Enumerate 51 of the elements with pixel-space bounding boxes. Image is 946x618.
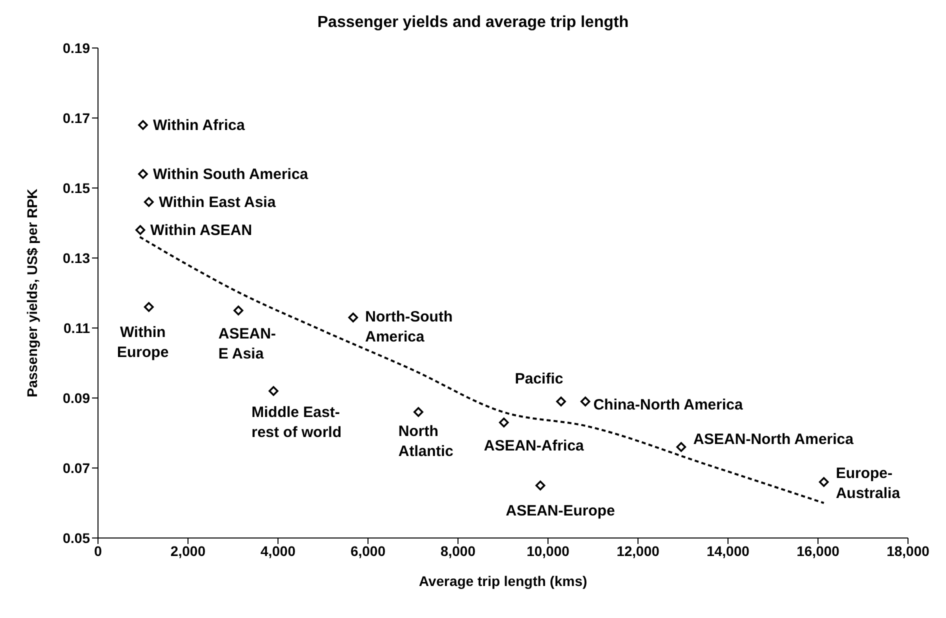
annotation: North-South America bbox=[365, 308, 453, 346]
y-tick-label: 0.19 bbox=[62, 40, 90, 56]
point bbox=[818, 477, 829, 487]
annotation: Within East Asia bbox=[158, 194, 276, 211]
point bbox=[556, 396, 566, 406]
annotation: ASEAN-Africa bbox=[484, 438, 585, 454]
y-tick-label: 0.15 bbox=[62, 180, 90, 196]
point bbox=[348, 312, 358, 322]
x-tick-label: 8,000 bbox=[440, 542, 476, 559]
x-tick-label: 16,000 bbox=[796, 542, 840, 559]
point bbox=[268, 386, 278, 396]
point bbox=[144, 197, 154, 207]
x-tick-label: 14,000 bbox=[706, 542, 750, 559]
y-axis-title: Passenger yields, US$ per RPK bbox=[24, 188, 40, 398]
annotation: Within Africa bbox=[153, 117, 246, 134]
annotation: Within Europe bbox=[117, 324, 169, 361]
point bbox=[499, 418, 509, 428]
point bbox=[144, 302, 154, 312]
point bbox=[234, 306, 244, 316]
point bbox=[135, 225, 146, 235]
annotation: Middle East- rest of world bbox=[252, 404, 342, 441]
annotation: North Atlantic bbox=[398, 423, 454, 460]
y-tick-label: 0.11 bbox=[64, 320, 90, 336]
annotation: ASEAN-Europe bbox=[506, 502, 615, 520]
y-tick-label: 0.05 bbox=[62, 530, 90, 546]
y-tick-label: 0.17 bbox=[62, 110, 90, 126]
annotation: China-North America bbox=[593, 396, 744, 414]
x-axis-title: Average trip length (kms) bbox=[418, 573, 588, 589]
x-tick-label: 0 bbox=[94, 542, 102, 559]
chart-title: Passenger yields and average trip length bbox=[316, 14, 630, 32]
y-tick-label: 0.09 bbox=[62, 390, 90, 406]
annotation: Pacific bbox=[514, 370, 564, 388]
x-tick-label: 12,000 bbox=[616, 542, 660, 559]
y-tick-label: 0.07 bbox=[62, 460, 90, 476]
x-tick-label: 4,000 bbox=[260, 542, 296, 559]
annotation: ASEAN-North America bbox=[693, 431, 854, 448]
point bbox=[138, 120, 148, 130]
point bbox=[535, 480, 546, 490]
x-tick-label: 2,000 bbox=[170, 542, 206, 559]
x-tick-label: 18,000 bbox=[886, 542, 930, 559]
point bbox=[580, 396, 590, 406]
point bbox=[676, 442, 686, 452]
point bbox=[138, 169, 148, 179]
y-tick-label: 0.13 bbox=[62, 250, 90, 266]
point bbox=[414, 407, 424, 417]
annotation: Within South America bbox=[153, 166, 309, 183]
x-tick-label: 6,000 bbox=[350, 542, 386, 559]
x-tick-label: 10,000 bbox=[526, 542, 570, 559]
annotation: Europe- Australia bbox=[836, 465, 901, 502]
annotation: Within ASEAN bbox=[150, 222, 252, 239]
annotation: ASEAN- E Asia bbox=[218, 326, 276, 362]
